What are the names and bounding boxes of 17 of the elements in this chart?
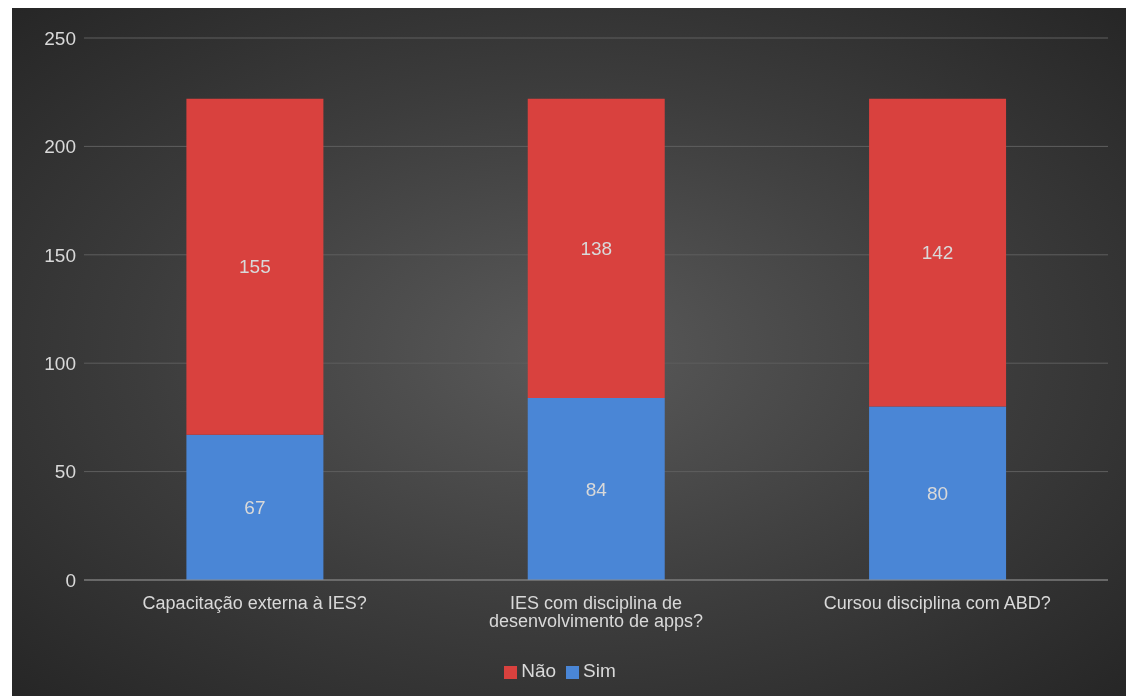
- y-tick-label: 100: [44, 352, 76, 374]
- y-tick-label: 0: [65, 569, 76, 591]
- data-label: 142: [921, 242, 954, 264]
- data-label: 155: [239, 256, 271, 278]
- legend-label: Sim: [583, 660, 616, 681]
- y-tick-label: 150: [44, 244, 76, 266]
- y-tick-label: 200: [44, 136, 76, 158]
- x-tick-label: Capacitação externa à IES?: [142, 592, 367, 613]
- data-label: 80: [927, 483, 949, 505]
- y-tick-label: 50: [54, 461, 76, 483]
- legend-label: Não: [521, 660, 557, 681]
- x-tick-label: Cursou disciplina com ABD?: [823, 592, 1051, 613]
- y-tick-label: 250: [44, 27, 76, 49]
- data-label: 138: [580, 238, 613, 260]
- data-label: 84: [585, 478, 608, 500]
- data-label: 67: [244, 497, 266, 519]
- x-tick-label: IES com disciplina de desenvolvimento de apps?: [488, 592, 704, 631]
